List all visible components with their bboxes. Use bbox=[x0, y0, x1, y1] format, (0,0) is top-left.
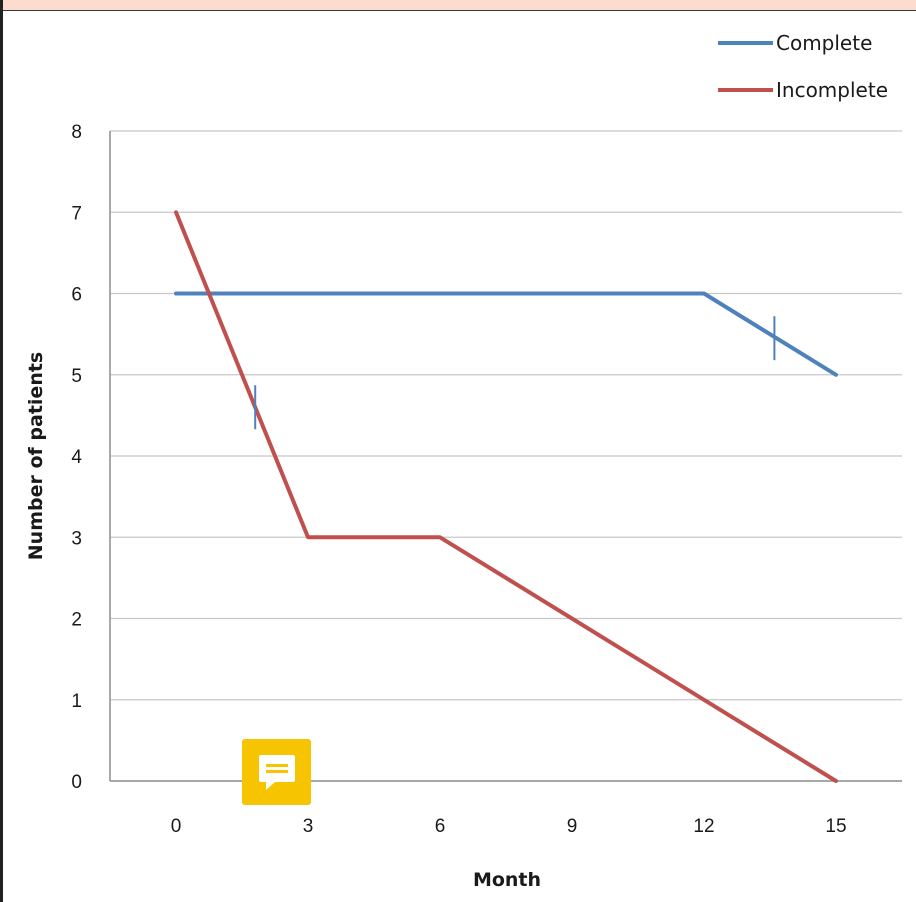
y-tick-label: 0 bbox=[71, 772, 82, 793]
y-tick-label: 1 bbox=[71, 691, 82, 712]
y-tick-label: 8 bbox=[71, 122, 82, 143]
y-tick-label: 4 bbox=[71, 447, 82, 468]
gridlines bbox=[110, 130, 902, 782]
series-line-complete bbox=[174, 291, 838, 377]
x-tick-label: 0 bbox=[171, 816, 182, 837]
x-tick-label: 6 bbox=[435, 816, 446, 837]
top-strip bbox=[0, 0, 916, 11]
x-tick-label: 9 bbox=[567, 816, 578, 837]
left-border bbox=[0, 0, 3, 902]
x-tick-label: 15 bbox=[825, 816, 846, 837]
y-tick-label: 2 bbox=[71, 610, 82, 631]
comment-glyph bbox=[259, 755, 295, 790]
series-lines bbox=[174, 210, 838, 783]
y-tick-label: 7 bbox=[71, 203, 82, 224]
legend-label-incomplete: Incomplete bbox=[776, 78, 888, 102]
y-tick-label: 6 bbox=[71, 285, 82, 306]
legend: Complete Incomplete bbox=[718, 31, 888, 102]
x-tick-label: 3 bbox=[303, 816, 314, 837]
y-axis-title: Number of patients bbox=[25, 352, 47, 560]
series-line-incomplete bbox=[174, 210, 838, 783]
comment-icon[interactable] bbox=[242, 739, 311, 805]
x-tick-label: 12 bbox=[693, 816, 714, 837]
legend-label-complete: Complete bbox=[776, 31, 872, 55]
x-axis-title: Month bbox=[473, 869, 541, 891]
y-tick-label: 3 bbox=[71, 528, 82, 549]
y-tick-label: 5 bbox=[71, 366, 82, 387]
